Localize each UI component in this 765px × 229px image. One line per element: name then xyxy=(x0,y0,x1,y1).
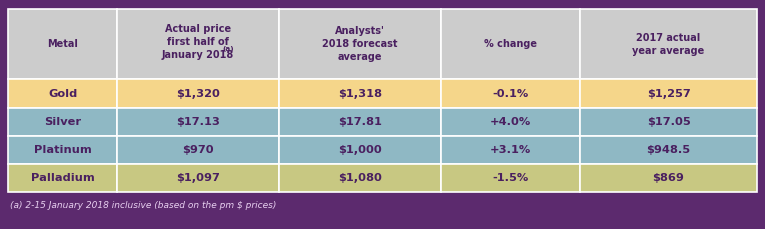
Text: $17.13: $17.13 xyxy=(176,117,220,127)
Bar xyxy=(580,164,757,192)
Text: -0.1%: -0.1% xyxy=(493,89,529,98)
Bar xyxy=(441,9,580,79)
Bar xyxy=(580,9,757,79)
Text: (a) 2-15 January 2018 inclusive (based on the pm $ prices): (a) 2-15 January 2018 inclusive (based o… xyxy=(10,202,276,210)
Text: Metal: Metal xyxy=(47,39,78,49)
Text: % change: % change xyxy=(484,39,537,49)
Bar xyxy=(580,108,757,136)
Bar xyxy=(8,79,117,108)
Text: Gold: Gold xyxy=(48,89,77,98)
Bar xyxy=(279,79,441,108)
Bar xyxy=(117,108,279,136)
Text: $948.5: $948.5 xyxy=(646,145,691,155)
Bar xyxy=(580,79,757,108)
Bar xyxy=(8,136,117,164)
Bar xyxy=(279,136,441,164)
Text: $17.05: $17.05 xyxy=(646,117,691,127)
Bar xyxy=(8,164,117,192)
Text: Palladium: Palladium xyxy=(31,173,94,183)
Bar xyxy=(279,108,441,136)
Text: -1.5%: -1.5% xyxy=(493,173,529,183)
Text: $1,320: $1,320 xyxy=(176,89,220,98)
Text: (a): (a) xyxy=(222,46,233,52)
Bar xyxy=(8,108,117,136)
Text: Platinum: Platinum xyxy=(34,145,92,155)
Bar xyxy=(117,136,279,164)
Bar xyxy=(441,79,580,108)
Text: Silver: Silver xyxy=(44,117,81,127)
Bar xyxy=(580,136,757,164)
Bar xyxy=(8,9,117,79)
Text: $1,080: $1,080 xyxy=(338,173,382,183)
Text: +3.1%: +3.1% xyxy=(490,145,531,155)
Text: $1,318: $1,318 xyxy=(338,89,382,98)
Text: $1,257: $1,257 xyxy=(646,89,691,98)
Bar xyxy=(117,79,279,108)
Bar xyxy=(441,108,580,136)
Text: Analysts'
2018 forecast
average: Analysts' 2018 forecast average xyxy=(322,26,398,62)
Bar xyxy=(279,164,441,192)
Bar xyxy=(441,164,580,192)
Bar xyxy=(117,164,279,192)
Text: $970: $970 xyxy=(182,145,214,155)
Text: $1,097: $1,097 xyxy=(176,173,220,183)
Text: $1,000: $1,000 xyxy=(338,145,382,155)
Text: Actual price
first half of
January 2018: Actual price first half of January 2018 xyxy=(162,25,234,60)
Text: +4.0%: +4.0% xyxy=(490,117,531,127)
Bar xyxy=(279,9,441,79)
Bar xyxy=(441,136,580,164)
Bar xyxy=(117,9,279,79)
Text: 2017 actual
year average: 2017 actual year average xyxy=(633,33,705,56)
Text: $869: $869 xyxy=(653,173,685,183)
Text: $17.81: $17.81 xyxy=(338,117,382,127)
